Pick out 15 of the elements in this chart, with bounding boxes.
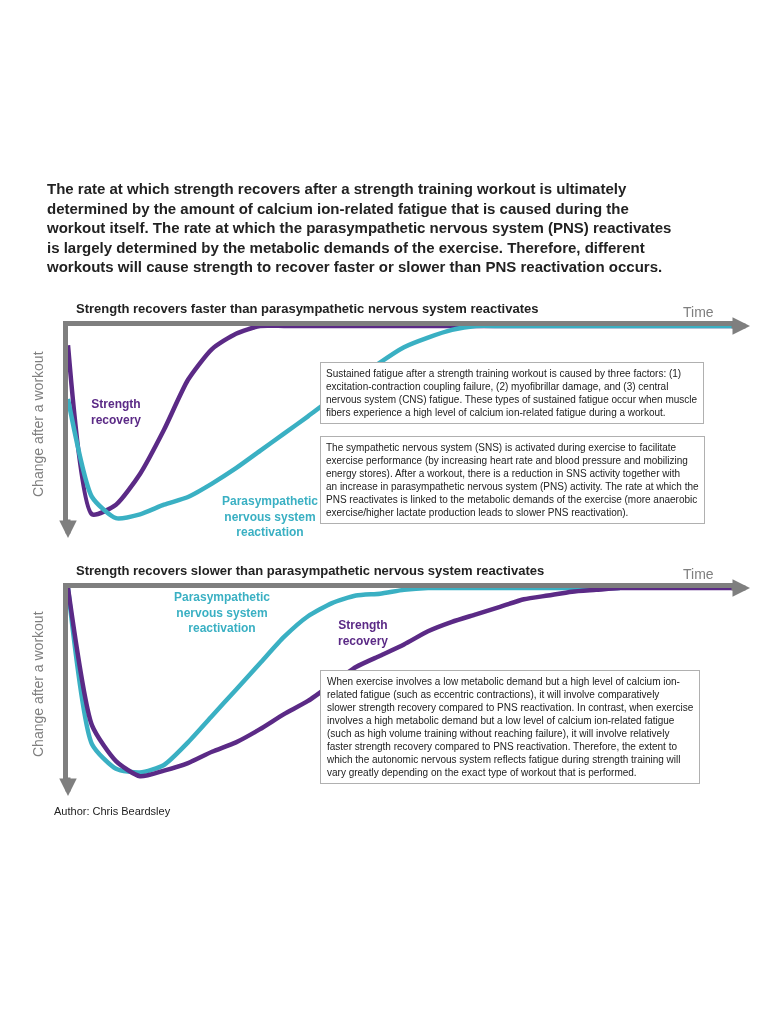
annotation: When exercise involves a low metabolic demand but a high level of calcium ion-related fatigue (such as eccentric contractions), it will involve comparatively slower strength recovery compared to PNS reactivation. In contrast, when exercise involves a high metabolic demand but a low level of calcium ion-related fatigue (such as high volume training without reaching failure), it will involve relatively faster strength recovery compared to PNS reactivation. Therefore, the extent to which the autonomic nervous system reflects fatigue during strength training will vary greatly depending on the exact type of workout that is performed.: [326, 676, 694, 778]
series-label: Parasympathetic nervous system reactivation: [222, 494, 319, 540]
text: Author: Chris Beardsley: [54, 805, 171, 817]
annotation: The sympathetic nervous system (SNS) is activated during exercise to facilitate exercise performance (by increasing heart rate and blood pressure and mobilizing energy stores). After a workout, there is a reduction in SNS activity together with an increase in parasympathetic nervous system (PNS) activity. The rate at which the PNS reactivates is linked to the metabolic demands of the exercise (more anaerobic exercise/higher lactate production leads to slower PNS reactivation).: [326, 442, 700, 518]
annotation: Sustained fatigue after a strength training workout is caused by three factors: (1) excitation-contraction coupling failure, (2) myofibrillar damage, and (3) central nervous system (CNS) fatigue. These types of sustained fatigue occur when muscle fibers experience a high level of calcium ion-related fatigue during a workout.: [326, 368, 698, 418]
series-label: Strength recovery: [338, 618, 389, 648]
y-axis-title: Change after a workout: [30, 611, 46, 757]
chart-title: Strength recovers faster than parasympathetic nervous system reactivates: [76, 301, 539, 316]
x-axis-title: Time: [683, 304, 714, 320]
series-label: Strength recovery: [91, 397, 142, 427]
y-axis-title: Change after a workout: [30, 351, 46, 497]
chart-title: Strength recovers slower than parasympathetic nervous system reactivates: [76, 563, 545, 578]
x-axis-title: Time: [683, 566, 714, 582]
series-label: Parasympathetic nervous system reactivation: [174, 590, 271, 636]
text: The rate at which strength recovers after a strength training workout is ultimately determined by the amount of calcium ion-related fatigue that is caused during the workout itself. The rate at which the parasympathetic nervous system (PNS) reactivates is largely determined by the metabolic demands of the exercise. Therefore, different workouts will cause strength to recover faster or slower than PNS reactivation occurs.: [46, 180, 672, 275]
